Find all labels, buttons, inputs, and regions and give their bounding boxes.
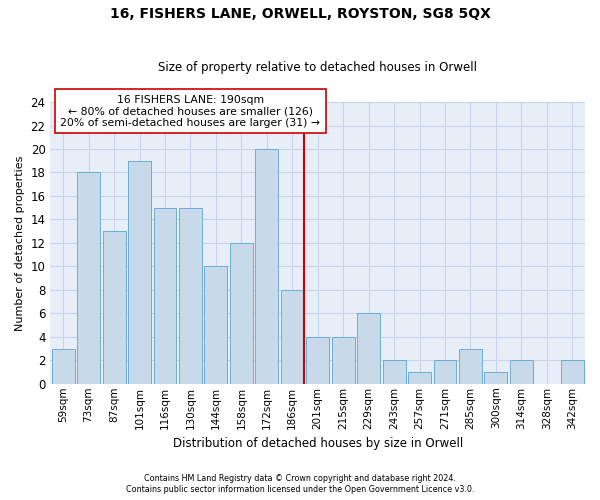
Bar (230, 243, 253, 384)
Bar (256, 149, 278, 384)
Bar (561, 360, 584, 384)
Bar (510, 360, 533, 384)
Bar (408, 372, 431, 384)
Text: Contains HM Land Registry data © Crown copyright and database right 2024.
Contai: Contains HM Land Registry data © Crown c… (126, 474, 474, 494)
Bar (332, 337, 355, 384)
Bar (77, 172, 100, 384)
Bar (179, 208, 202, 384)
Bar (357, 314, 380, 384)
Bar (306, 337, 329, 384)
Bar (383, 360, 406, 384)
Bar (154, 208, 176, 384)
Text: 16 FISHERS LANE: 190sqm
← 80% of detached houses are smaller (126)
20% of semi-d: 16 FISHERS LANE: 190sqm ← 80% of detache… (61, 95, 320, 128)
Bar (103, 231, 125, 384)
Bar (128, 160, 151, 384)
Bar (459, 348, 482, 384)
X-axis label: Distribution of detached houses by size in Orwell: Distribution of detached houses by size … (173, 437, 463, 450)
Bar (52, 348, 74, 384)
Bar (484, 372, 508, 384)
Bar (281, 290, 304, 384)
Bar (205, 266, 227, 384)
Title: Size of property relative to detached houses in Orwell: Size of property relative to detached ho… (158, 62, 477, 74)
Text: 16, FISHERS LANE, ORWELL, ROYSTON, SG8 5QX: 16, FISHERS LANE, ORWELL, ROYSTON, SG8 5… (110, 8, 490, 22)
Bar (434, 360, 457, 384)
Y-axis label: Number of detached properties: Number of detached properties (15, 155, 25, 330)
